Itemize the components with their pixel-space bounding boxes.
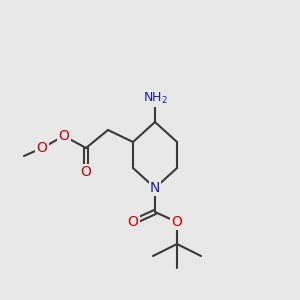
Text: O: O (128, 215, 138, 229)
Text: O: O (81, 165, 92, 179)
Text: NH$_2$: NH$_2$ (142, 90, 167, 106)
Text: O: O (58, 129, 69, 143)
Text: O: O (172, 215, 182, 229)
Text: O: O (37, 141, 47, 155)
Text: O: O (37, 141, 47, 155)
Text: N: N (150, 181, 160, 195)
